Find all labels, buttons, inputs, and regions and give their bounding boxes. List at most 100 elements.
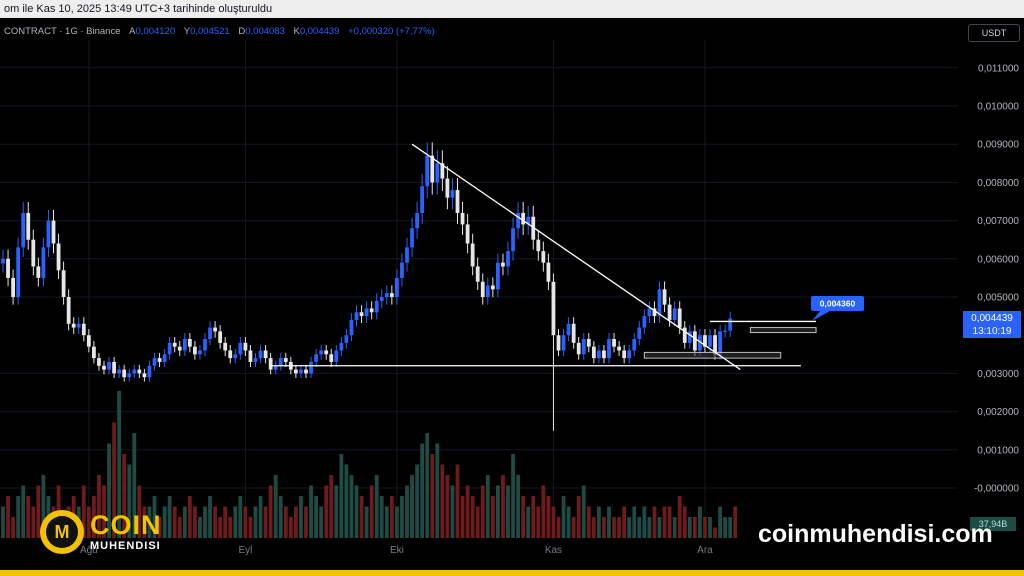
volume-bar bbox=[602, 517, 606, 538]
volume-bar bbox=[122, 454, 127, 538]
candle-body bbox=[682, 327, 687, 343]
price-zone bbox=[643, 351, 782, 359]
candle-body bbox=[692, 331, 697, 351]
volume-bar bbox=[107, 443, 111, 538]
price-axis-tick-label: 0,007000 bbox=[977, 216, 1019, 227]
volume-bar bbox=[718, 506, 722, 538]
candle-body bbox=[536, 239, 541, 252]
volume-bar bbox=[551, 506, 556, 538]
volume-bar bbox=[647, 517, 652, 538]
volume-bar bbox=[723, 517, 728, 538]
candle-body bbox=[11, 277, 15, 297]
candle-body bbox=[571, 323, 576, 343]
candle-body bbox=[31, 239, 36, 267]
volume-bar bbox=[531, 496, 536, 538]
candle-body bbox=[511, 228, 515, 252]
candle-body bbox=[627, 350, 632, 359]
candle-body bbox=[662, 289, 667, 305]
candle-body bbox=[455, 190, 460, 213]
candle-body bbox=[172, 342, 177, 347]
chart-grid bbox=[0, 40, 958, 540]
candle-body bbox=[713, 335, 717, 355]
time-axis-tick-label: Kas bbox=[545, 545, 562, 556]
candle-body bbox=[127, 373, 132, 378]
annotation-price-label: 0,004360 bbox=[820, 299, 856, 309]
time-axis[interactable]: Ağu Eyl Eki Kas Ara bbox=[80, 545, 713, 556]
volume-bar bbox=[304, 506, 308, 538]
candle-body bbox=[46, 220, 51, 248]
candle-body bbox=[501, 262, 505, 267]
candle-body bbox=[198, 350, 202, 355]
volume-bar bbox=[405, 485, 409, 538]
candle-body bbox=[61, 270, 66, 297]
candle-body bbox=[213, 327, 217, 332]
volume-bar bbox=[713, 527, 717, 538]
volume-bar bbox=[657, 517, 662, 538]
candle-body bbox=[41, 247, 46, 278]
candle-body bbox=[597, 350, 601, 359]
volume-bar bbox=[213, 506, 217, 538]
candle-body bbox=[698, 335, 702, 351]
chart-legend: CONTRACT · 1G · Binance A0,004120 Y0,004… bbox=[4, 26, 435, 37]
candle-body bbox=[561, 335, 566, 351]
candle-body bbox=[238, 342, 243, 355]
volume-bar bbox=[364, 506, 369, 538]
close-value: 0,004439 bbox=[299, 26, 340, 37]
volume-bar bbox=[556, 517, 561, 538]
price-zone bbox=[749, 327, 817, 334]
volume-bar bbox=[571, 517, 576, 538]
candle-body bbox=[475, 266, 480, 282]
volume-bar bbox=[147, 506, 152, 538]
price-axis[interactable]: 0,011000 0,010000 0,009000 0,008000 0,007000… bbox=[958, 18, 1024, 570]
volume-bar bbox=[496, 485, 500, 538]
last-price-value: 0,004439 bbox=[971, 313, 1013, 324]
candle-body bbox=[314, 354, 318, 362]
candle-body bbox=[26, 212, 31, 240]
volume-bar bbox=[410, 475, 414, 538]
currency-button[interactable]: USDT bbox=[968, 24, 1020, 42]
volume-bar bbox=[193, 506, 197, 538]
candle-body bbox=[395, 277, 399, 297]
bottom-accent-bar bbox=[0, 570, 1024, 576]
volume-bar bbox=[465, 485, 470, 538]
candle-body bbox=[304, 369, 308, 374]
candle-body bbox=[228, 350, 233, 359]
volume-bar bbox=[324, 485, 329, 538]
candle-body bbox=[273, 365, 278, 370]
volume-bar bbox=[208, 496, 212, 538]
volume-bar bbox=[243, 506, 248, 538]
candle-body bbox=[243, 342, 248, 351]
volume-bar bbox=[16, 496, 21, 538]
candle-body bbox=[299, 369, 303, 374]
candle-body bbox=[152, 358, 157, 366]
candle-body bbox=[76, 323, 81, 328]
volume-bar bbox=[132, 433, 137, 538]
candle-body bbox=[728, 318, 733, 331]
volume-bar bbox=[561, 496, 566, 538]
price-axis-tick-label: 0,006000 bbox=[977, 254, 1019, 265]
volume-bar bbox=[26, 496, 31, 538]
volume-bar bbox=[21, 485, 26, 538]
volume-bar bbox=[642, 506, 647, 538]
candle-body bbox=[526, 216, 531, 225]
volume-bar bbox=[112, 422, 116, 538]
volume-bar bbox=[11, 517, 15, 538]
candle-body bbox=[36, 266, 41, 278]
price-annotation[interactable]: 0,004360 bbox=[811, 296, 864, 321]
snapshot-text: om ile Kas 10, 2025 13:49 UTC+3 tarihind… bbox=[4, 3, 273, 15]
volume-bar bbox=[117, 391, 122, 538]
volume-bar bbox=[733, 506, 738, 538]
volume-bar bbox=[97, 475, 101, 538]
volume-bar bbox=[450, 485, 455, 538]
candle-body bbox=[531, 216, 536, 240]
candle-body bbox=[465, 224, 470, 244]
candle-body bbox=[218, 331, 223, 343]
candle-body bbox=[162, 354, 167, 362]
low-key: D bbox=[238, 26, 246, 37]
price-chart[interactable]: 0,011000 0,010000 0,009000 0,008000 0,007000… bbox=[0, 18, 1024, 570]
volume-bar bbox=[627, 517, 632, 538]
candle-body bbox=[389, 293, 394, 297]
candle-body bbox=[718, 331, 722, 355]
candle-body bbox=[400, 262, 404, 278]
candle-body bbox=[51, 220, 56, 244]
